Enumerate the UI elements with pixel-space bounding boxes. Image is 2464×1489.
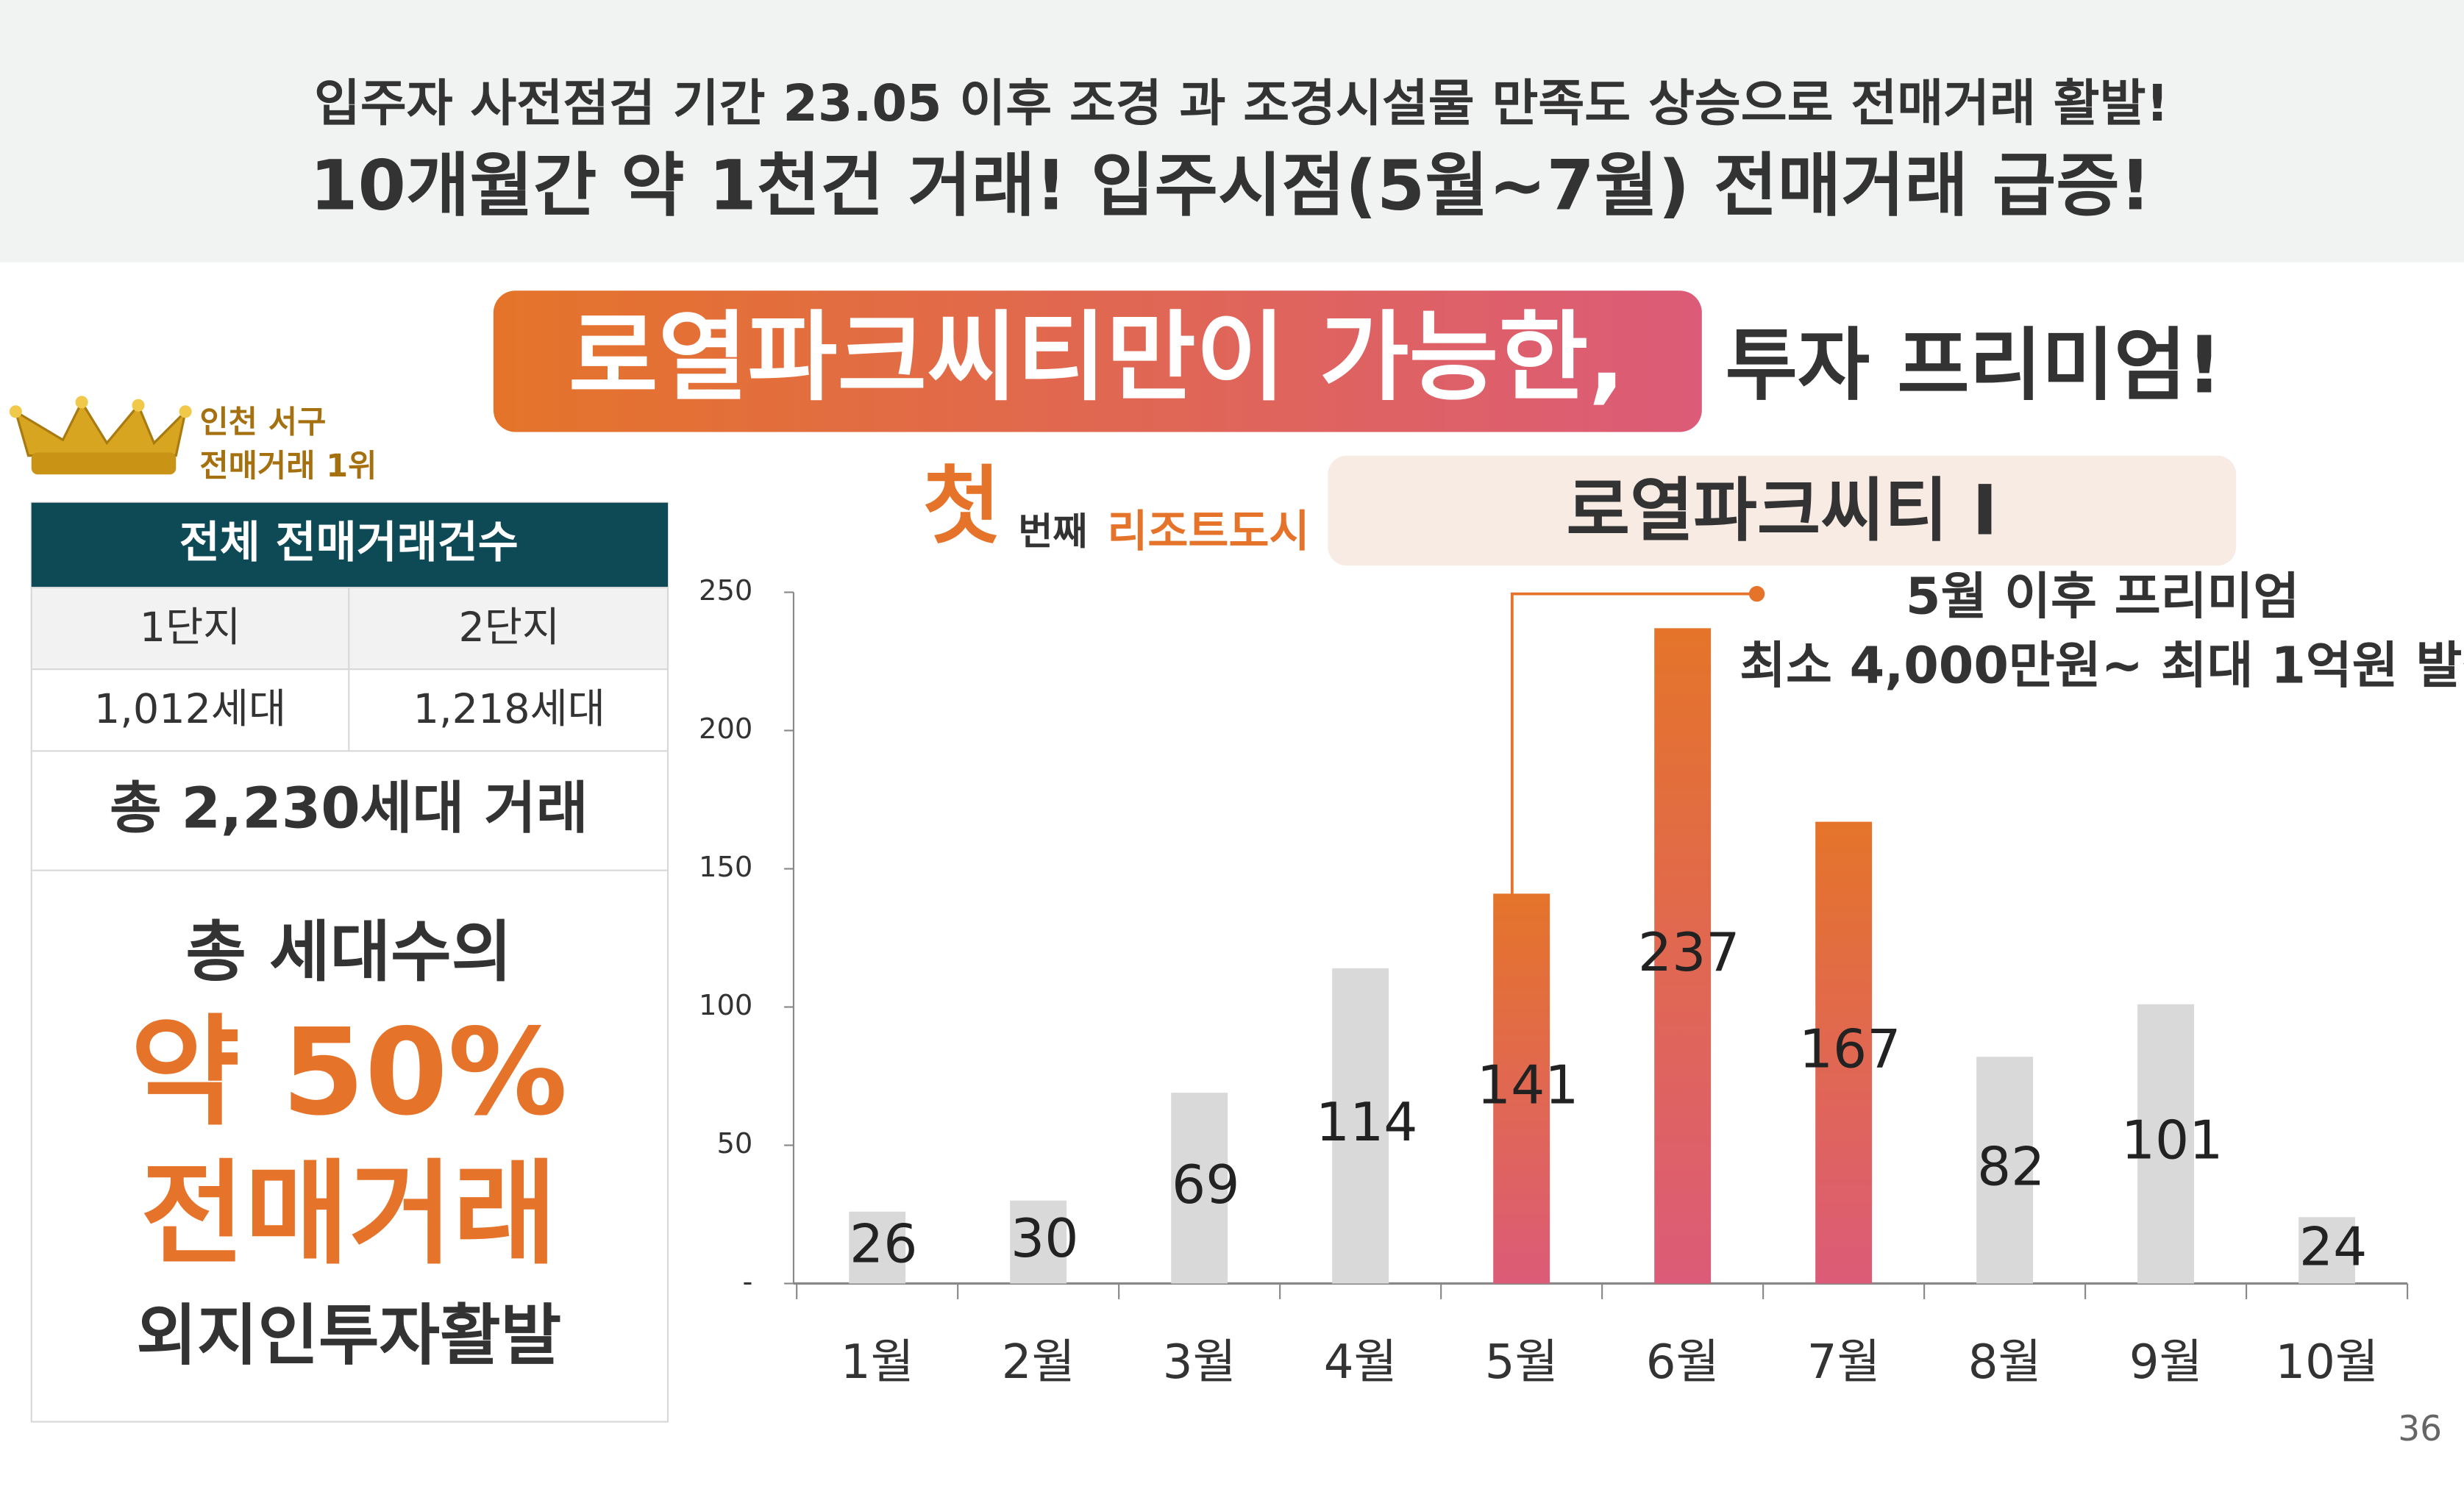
- tagline-ordinal: 번째: [1018, 510, 1087, 554]
- tagline-first: 첫: [922, 457, 1000, 556]
- bar: [2137, 1004, 2195, 1284]
- value-label: 30: [1011, 1208, 1078, 1270]
- x-tick-label: 7월: [1807, 1335, 1881, 1390]
- value-label: 167: [1799, 1019, 1901, 1081]
- x-tick-label: 4월: [1324, 1335, 1397, 1390]
- y-tick-label: 100: [699, 989, 752, 1022]
- table-header: 1단지: [140, 604, 241, 651]
- x-tick-label: 5월: [1485, 1335, 1559, 1390]
- x-tick-label: 8월: [1968, 1335, 2042, 1390]
- header-line: 10개월간 약 1천건 거래! 입주시점(5월~7월) 전매거래 급증!: [310, 146, 2151, 226]
- value-label: 26: [850, 1214, 917, 1276]
- crown-icon: [9, 396, 192, 475]
- value-label: 237: [1638, 922, 1740, 984]
- header-band: [0, 0, 2464, 263]
- x-tick-label: 3월: [1163, 1335, 1236, 1390]
- bar: [1493, 893, 1550, 1284]
- y-tick-label: 250: [699, 574, 752, 607]
- summary-line: 외지인투자활발: [136, 1298, 561, 1374]
- value-label: 101: [2121, 1110, 2223, 1172]
- bar: [2299, 1217, 2356, 1284]
- x-tick-label: 2월: [1002, 1335, 1075, 1390]
- annotation: 5월 이후 프리미엄: [1906, 568, 2299, 626]
- badge-line: 인천 서구: [199, 404, 326, 440]
- value-label: 24: [2299, 1216, 2367, 1278]
- table-cell: 1,218세대: [413, 685, 605, 733]
- table-total: 총 2,230세대 거래: [110, 776, 588, 842]
- header-line: 입주자 사전점검 기간 23.05 이후 조경 과 조경시설물 만족도 상승으로…: [314, 75, 2169, 133]
- bar: [1815, 821, 1873, 1284]
- page-number: 36: [2398, 1409, 2442, 1449]
- x-tick-label: 9월: [2129, 1335, 2203, 1390]
- table-title: 전체 전매거래건수: [179, 517, 519, 568]
- summary-highlight: 약 50%: [130, 1003, 568, 1142]
- value-label: 82: [1977, 1136, 2045, 1198]
- y-tick-label: 50: [716, 1127, 752, 1160]
- value-label: 114: [1316, 1092, 1418, 1154]
- bar: [1010, 1200, 1067, 1284]
- x-tick-label: 6월: [1646, 1335, 1720, 1390]
- table-header: 2단지: [458, 604, 560, 651]
- summary-line: 총 세대수의: [185, 915, 512, 991]
- table-title-bg: [31, 502, 669, 588]
- tagline-name: 로열파크씨티 Ⅰ: [1566, 471, 1998, 551]
- x-tick-label: 10월: [2275, 1335, 2379, 1390]
- bar: [1171, 1093, 1228, 1284]
- annotation-line: [1510, 592, 1757, 962]
- banner-text: 투자 프리미엄!: [1726, 321, 2223, 412]
- table-cell: 1,012세대: [94, 685, 286, 733]
- bar: [1332, 968, 1389, 1284]
- annotation-dot: [1748, 585, 1765, 602]
- value-label: 69: [1172, 1154, 1239, 1216]
- name-box: [1328, 455, 2237, 566]
- y-tick-label: -: [742, 1265, 752, 1299]
- bar: [1654, 628, 1712, 1284]
- annotation: 최소 4,000만원~ 최대 1억원 발생: [1740, 638, 2464, 696]
- summary-highlight: 전매거래: [140, 1149, 557, 1280]
- bar: [1976, 1057, 2034, 1284]
- x-tick-label: 1월: [841, 1335, 914, 1390]
- y-tick-label: 200: [699, 713, 752, 746]
- bar: [849, 1211, 906, 1284]
- tagline-subject: 리조트도시: [1107, 506, 1309, 557]
- banner-box: [493, 290, 1702, 432]
- badge-line: 전매거래 1위: [199, 448, 377, 485]
- chart: - 50 100 150 200 250 1월 26 2월 30 3월 69 4월 114 5월 141 6월 2…: [699, 568, 2464, 1390]
- banner-highlight: 로열파크씨티만이 가능한,: [569, 301, 1626, 415]
- value-label: 141: [1477, 1054, 1579, 1116]
- y-tick-label: 150: [699, 851, 752, 884]
